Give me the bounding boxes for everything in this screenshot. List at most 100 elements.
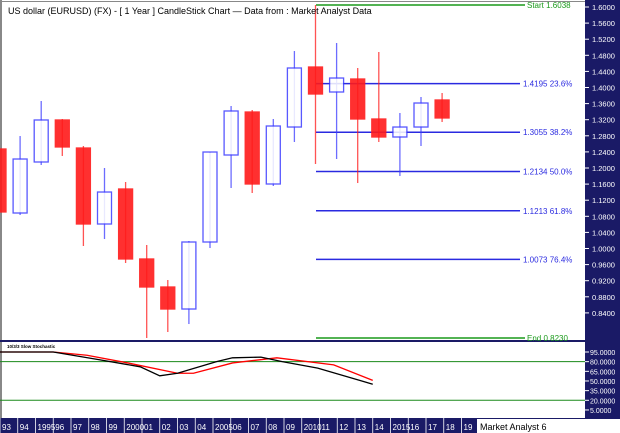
time-tick-label: 19	[464, 423, 473, 432]
candle-1998	[96, 168, 113, 240]
candle-2005	[244, 110, 260, 194]
candle-body	[328, 77, 345, 93]
stochastic-tick-label: 50.0000	[590, 379, 615, 386]
price-tick-label: 1.3200	[592, 116, 615, 125]
time-tick-label: 2015	[393, 423, 411, 432]
candle-body	[0, 148, 7, 213]
candle-body	[75, 147, 92, 225]
fib-label: 1.3055 38.2%	[523, 128, 572, 137]
time-tick-label: 17	[428, 423, 437, 432]
stochastic-title: 10/3/3 Slow Stochastic	[7, 344, 56, 349]
footer-badge-bg	[477, 419, 620, 433]
candle-1999	[117, 181, 134, 263]
candle-2014	[434, 92, 450, 122]
time-tick-label: 07	[251, 423, 260, 432]
candle-2008	[307, 5, 324, 164]
time-tick-label: 06	[233, 423, 242, 432]
time-tick-label: 12	[339, 423, 348, 432]
fib-label: 1.4195 23.6%	[523, 80, 572, 89]
candle-body	[265, 125, 281, 185]
time-tick-label: 08	[268, 423, 277, 432]
fib-label: Start 1.6038	[527, 1, 571, 10]
time-tick-label: 1995	[38, 423, 56, 432]
candle-2011	[371, 52, 387, 142]
candle-2001	[160, 280, 176, 332]
candle-2000	[139, 244, 155, 339]
candle-body	[96, 191, 113, 225]
time-tick-label: 01	[144, 423, 153, 432]
candle-body	[286, 67, 303, 128]
time-tick-label: 96	[55, 423, 64, 432]
candle-body	[371, 118, 387, 138]
time-tick-label: 2000	[126, 423, 144, 432]
candle-2006	[265, 119, 281, 187]
candle-body	[392, 126, 408, 138]
time-tick-label: 16	[410, 423, 419, 432]
candle-body	[350, 78, 366, 120]
candles	[0, 5, 450, 339]
stochastic-d-line	[0, 351, 373, 381]
stochastic-k-line	[0, 351, 373, 385]
price-tick-label: 0.9200	[592, 277, 615, 286]
time-axis: 93 94 1995 96 97 98 99 2000 01 02 03 04 2005 06 07 08 09…	[0, 418, 473, 433]
price-tick-label: 1.0000	[592, 245, 615, 254]
stochastic-tick-label: 80.0000	[590, 360, 615, 367]
time-tick-label: 02	[162, 423, 171, 432]
candle-body	[33, 119, 49, 163]
stochastic-tick-label: 5.0000	[590, 408, 612, 415]
price-tick-label: 0.9600	[592, 261, 615, 270]
price-tick-label: 1.0800	[592, 212, 615, 221]
candle-1994	[12, 136, 28, 216]
fib-levels: Start 1.6038 1.4195 23.6% 1.3055 38.2% 1.21…	[316, 1, 572, 343]
candle-1995	[33, 101, 49, 165]
fib-label: 1.1213 61.8%	[523, 207, 572, 216]
price-tick-label: 1.0400	[592, 228, 615, 237]
time-tick-label: 09	[286, 423, 295, 432]
time-tick-label: 2010	[304, 423, 322, 432]
time-tick-label: 94	[20, 423, 29, 432]
price-tick-label: 0.8800	[592, 293, 615, 302]
chart-title: US dollar (EURUSD) (FX) - [ 1 Year ] Can…	[8, 6, 372, 16]
price-tick-label: 1.2400	[592, 148, 615, 157]
candle-body	[181, 241, 197, 310]
candle-2009	[328, 43, 345, 160]
time-tick-label: 2005	[215, 423, 233, 432]
stochastic-tick-label: 95.0000	[590, 350, 615, 357]
candle-body	[160, 286, 176, 310]
candle-2003	[202, 151, 218, 249]
candle-2007	[286, 51, 303, 142]
candle-body	[12, 158, 28, 214]
candle-2004	[223, 105, 239, 189]
fib-label: 1.2134 50.0%	[523, 168, 572, 177]
candle-body	[54, 119, 70, 148]
time-tick-label: 97	[73, 423, 82, 432]
candle-body	[413, 102, 429, 128]
price-tick-label: 1.2800	[592, 132, 615, 141]
price-tick-label: 1.4000	[592, 84, 615, 93]
fib-label: 1.0073 76.4%	[523, 255, 572, 264]
price-tick-label: 1.6000	[592, 3, 615, 12]
candle-body	[139, 258, 155, 288]
stochastic-panel: 95.0000 80.0000 65.0000 50.0000 35.0000 20.00…	[0, 350, 615, 415]
candle-2012	[392, 112, 408, 176]
price-tick-label: 1.5200	[592, 35, 615, 44]
price-tick-label: 1.1200	[592, 196, 615, 205]
stochastic-tick-label: 65.0000	[590, 369, 615, 376]
price-tick-label: 1.4800	[592, 51, 615, 60]
candle-2010	[350, 67, 366, 184]
time-tick-label: 18	[446, 423, 455, 432]
price-tick-label: 1.3600	[592, 100, 615, 109]
price-tick-label: 1.1600	[592, 180, 615, 189]
price-axis-panel	[585, 0, 620, 418]
time-tick-label: 14	[375, 423, 384, 432]
price-tick-label: 1.2000	[592, 164, 615, 173]
price-tick-label: 1.4400	[592, 67, 615, 76]
time-tick-label: 11	[322, 423, 331, 432]
candle-1996	[54, 119, 70, 156]
price-axis-ticks: 1.6000 1.5600 1.5200 1.4800 1.4400 1.4000 1.36…	[585, 3, 615, 318]
candle-2013	[413, 96, 429, 147]
time-tick-label: 13	[357, 423, 366, 432]
stochastic-tick-label: 20.0000	[590, 398, 615, 405]
